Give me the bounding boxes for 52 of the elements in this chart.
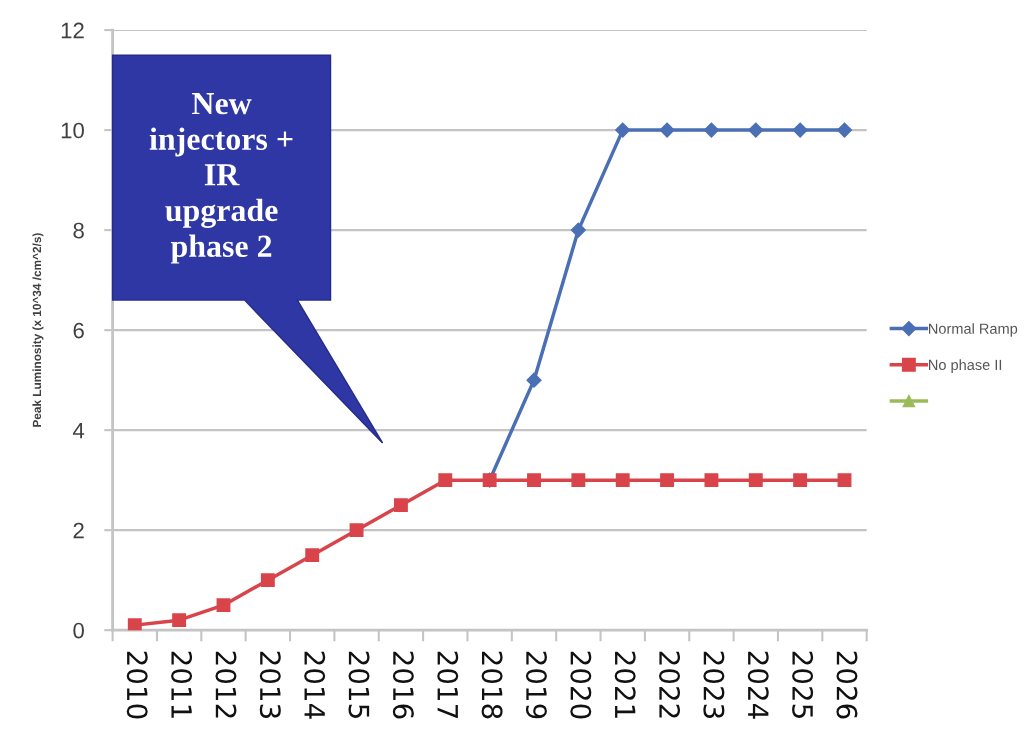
x-tick-label: 2017 (437, 651, 459, 718)
x-tick-label: 2025 (792, 651, 814, 718)
point (349, 523, 364, 538)
point (703, 122, 720, 138)
x-tick-label: 2014 (304, 651, 326, 719)
point (704, 473, 719, 488)
point (172, 613, 187, 628)
point (305, 548, 320, 563)
x-tick-label: 2011 (171, 651, 193, 718)
point (216, 598, 231, 613)
y-tick-label: 0 (73, 622, 84, 639)
point (748, 473, 763, 488)
y-tick-label: 6 (73, 322, 84, 339)
x-tick-label: 2021 (614, 651, 636, 718)
y-tick-label: 12 (61, 22, 84, 39)
point (748, 122, 764, 138)
x-tick-label: 2013 (259, 651, 281, 719)
point (570, 222, 586, 238)
point (127, 618, 142, 631)
point (393, 498, 408, 513)
y-axis-title: Peak Luminosity (x 10^34 /cm^2/s) (32, 233, 44, 427)
point (615, 122, 631, 138)
x-tick-label: 2019 (525, 651, 547, 719)
point (836, 122, 853, 138)
point (526, 372, 542, 388)
legend-label: Normal Ramp (929, 323, 1018, 337)
point (260, 573, 275, 588)
x-tick-label: 2020 (570, 651, 592, 719)
point (837, 473, 852, 488)
y-tick-label: 2 (73, 522, 84, 539)
point (571, 473, 586, 488)
point (615, 473, 630, 488)
y-tick-label: 8 (73, 222, 84, 239)
point (793, 473, 808, 488)
legend-label: No phase II (929, 359, 1002, 373)
x-tick-label: 2024 (747, 651, 769, 719)
y-tick-label: 4 (72, 422, 85, 439)
x-tick-label: 2026 (836, 651, 858, 719)
point (438, 473, 453, 488)
x-tick-label: 2018 (481, 651, 503, 719)
point (792, 122, 808, 138)
x-tick-label: 2016 (392, 651, 414, 719)
point (527, 473, 541, 488)
point (659, 122, 675, 138)
x-tick-label: 2010 (126, 651, 148, 719)
y-tick-label: 10 (61, 122, 84, 139)
annotation: New injectors + IR upgrade phase 2 (149, 93, 293, 264)
x-tick-label: 2012 (215, 651, 237, 718)
x-tick-label: 2015 (348, 651, 370, 718)
x-tick-label: 2022 (659, 651, 681, 718)
point (660, 473, 675, 488)
x-tick-label: 2023 (703, 651, 725, 719)
